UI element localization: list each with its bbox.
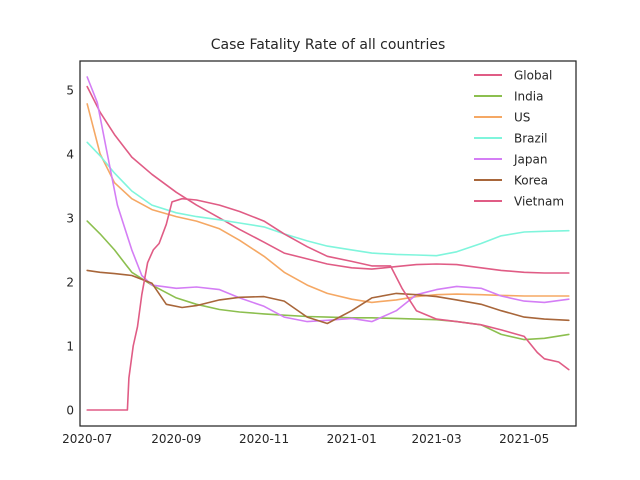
series-line-japan (86, 76, 570, 323)
x-tick-label: 2021-01 (327, 432, 377, 446)
y-tick-label: 0 (66, 403, 74, 417)
y-tick-label: 4 (66, 147, 74, 161)
x-tick-label: 2021-03 (411, 432, 461, 446)
y-tick-label: 2 (66, 275, 74, 289)
x-tick-label: 2021-05 (499, 432, 549, 446)
plot-frame (79, 60, 577, 427)
x-tick-label: 2020-09 (151, 432, 201, 446)
legend-label-japan: Japan (513, 153, 547, 167)
legend-label-vietnam: Vietnam (514, 195, 564, 209)
y-axis: 0 1 2 3 4 5 (66, 83, 74, 417)
y-tick-label: 3 (66, 211, 74, 225)
x-axis: 2020-07 2020-09 2020-11 2021-01 2021-03 2021-… (62, 432, 549, 446)
legend-label-us: US (514, 111, 530, 125)
series-layer (86, 76, 570, 411)
series-line-korea (86, 269, 570, 325)
chart-title: Case Fatality Rate of all countries (211, 37, 446, 53)
series-line-global (86, 85, 570, 274)
legend-label-india: India (514, 90, 543, 104)
y-tick-label: 1 (66, 339, 74, 353)
x-tick-label: 2020-07 (62, 432, 112, 446)
x-tick-label: 2020-11 (239, 432, 289, 446)
plot-area (79, 60, 577, 427)
y-tick-label: 5 (66, 83, 74, 97)
legend-label-korea: Korea (514, 174, 548, 188)
legend: Global India US Brazil Japan Korea Vietnam (474, 69, 564, 209)
series-line-brazil (86, 141, 570, 257)
legend-label-global: Global (514, 69, 552, 83)
series-line-vietnam (86, 197, 570, 411)
series-line-us (86, 103, 570, 304)
legend-label-brazil: Brazil (514, 132, 548, 146)
